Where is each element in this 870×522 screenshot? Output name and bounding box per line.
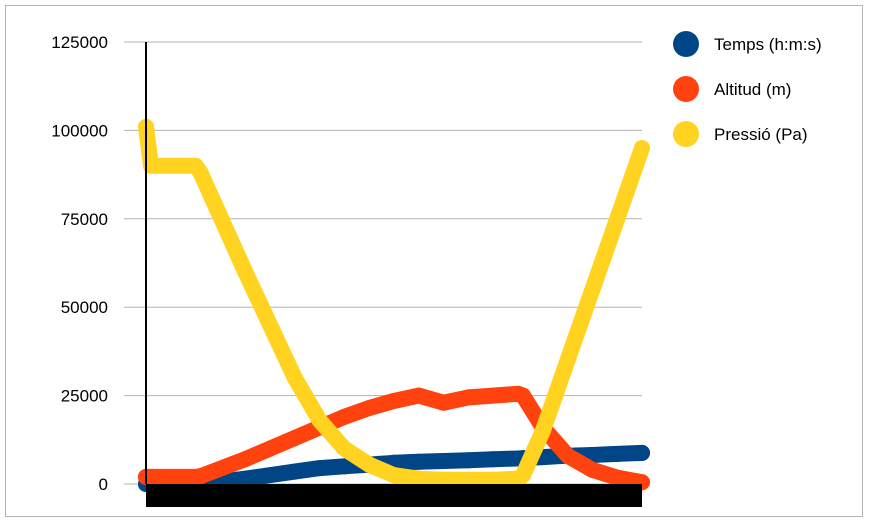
data-point-altitud-m bbox=[559, 447, 576, 464]
legend: Temps (h:m:s) Altitud (m) Pressió (Pa) bbox=[673, 31, 822, 147]
data-point-altitud-m bbox=[410, 387, 427, 404]
data-point-altitud-m bbox=[386, 392, 402, 409]
data-point-pressi-pa bbox=[584, 281, 601, 298]
legend-label-temps-h-m-s: Temps (h:m:s) bbox=[714, 35, 822, 54]
data-point-altitud-m bbox=[435, 394, 452, 411]
data-point-temps-h-m-s bbox=[485, 451, 502, 468]
legend-label-pressi-pa: Pressió (Pa) bbox=[714, 125, 808, 144]
data-point-pressi-pa bbox=[634, 140, 650, 157]
data-point-temps-h-m-s bbox=[435, 453, 452, 470]
data-point-altitud-m bbox=[286, 430, 303, 447]
axes bbox=[145, 42, 642, 507]
x-axis-band bbox=[146, 484, 642, 507]
data-point-temps-h-m-s bbox=[237, 470, 254, 487]
data-point-pressi-pa bbox=[534, 422, 551, 439]
data-point-altitud-m bbox=[584, 461, 601, 478]
data-point-altitud-m bbox=[609, 469, 626, 486]
data-point-altitud-m bbox=[237, 451, 254, 468]
data-point-temps-h-m-s bbox=[460, 452, 477, 469]
data-point-temps-h-m-s bbox=[634, 444, 650, 461]
data-point-pressi-pa bbox=[559, 352, 576, 369]
data-point-pressi-pa bbox=[435, 471, 452, 488]
y-tick-label: 100000 bbox=[51, 121, 108, 140]
chart-frame bbox=[5, 5, 863, 517]
data-point-pressi-pa bbox=[286, 369, 303, 386]
data-point-pressi-pa bbox=[311, 412, 328, 429]
legend-swatch-temps-h-m-s bbox=[673, 31, 699, 57]
data-point-pressi-pa bbox=[386, 467, 402, 484]
data-point-pressi-pa bbox=[410, 470, 427, 487]
data-point-altitud-m bbox=[361, 399, 378, 416]
y-tick-label: 125000 bbox=[51, 33, 108, 52]
series-layer bbox=[138, 118, 650, 492]
data-point-altitud-m bbox=[485, 387, 502, 404]
data-point-pressi-pa bbox=[460, 471, 477, 488]
gridlines bbox=[124, 41, 642, 485]
data-point-pressi-pa bbox=[514, 467, 531, 484]
data-point-temps-h-m-s bbox=[336, 458, 353, 475]
y-tick-label: 25000 bbox=[61, 387, 108, 406]
data-point-temps-h-m-s bbox=[609, 445, 626, 462]
legend-swatch-altitud-m bbox=[673, 76, 699, 102]
data-point-altitud-m bbox=[460, 389, 477, 406]
data-point-pressi-pa bbox=[192, 164, 209, 181]
y-tick-label: 50000 bbox=[61, 298, 108, 317]
series-line-pressi-pa bbox=[138, 118, 650, 488]
data-point-pressi-pa bbox=[485, 471, 502, 488]
y-tick-label: 75000 bbox=[61, 210, 108, 229]
data-point-pressi-pa bbox=[361, 456, 378, 473]
data-point-temps-h-m-s bbox=[410, 453, 427, 470]
data-point-pressi-pa bbox=[336, 440, 353, 457]
data-point-temps-h-m-s bbox=[311, 460, 328, 477]
legend-label-altitud-m: Altitud (m) bbox=[714, 80, 791, 99]
legend-swatch-pressi-pa bbox=[673, 121, 699, 147]
data-point-altitud-m bbox=[336, 408, 353, 425]
y-axis-tick-labels: 0 25000 50000 75000 100000 125000 bbox=[51, 33, 108, 494]
data-point-pressi-pa bbox=[609, 210, 626, 227]
data-point-temps-h-m-s bbox=[286, 463, 303, 480]
data-point-pressi-pa bbox=[237, 263, 254, 280]
data-point-altitud-m bbox=[514, 387, 531, 404]
data-point-altitud-m bbox=[192, 468, 209, 485]
y-tick-label: 0 bbox=[99, 475, 108, 494]
